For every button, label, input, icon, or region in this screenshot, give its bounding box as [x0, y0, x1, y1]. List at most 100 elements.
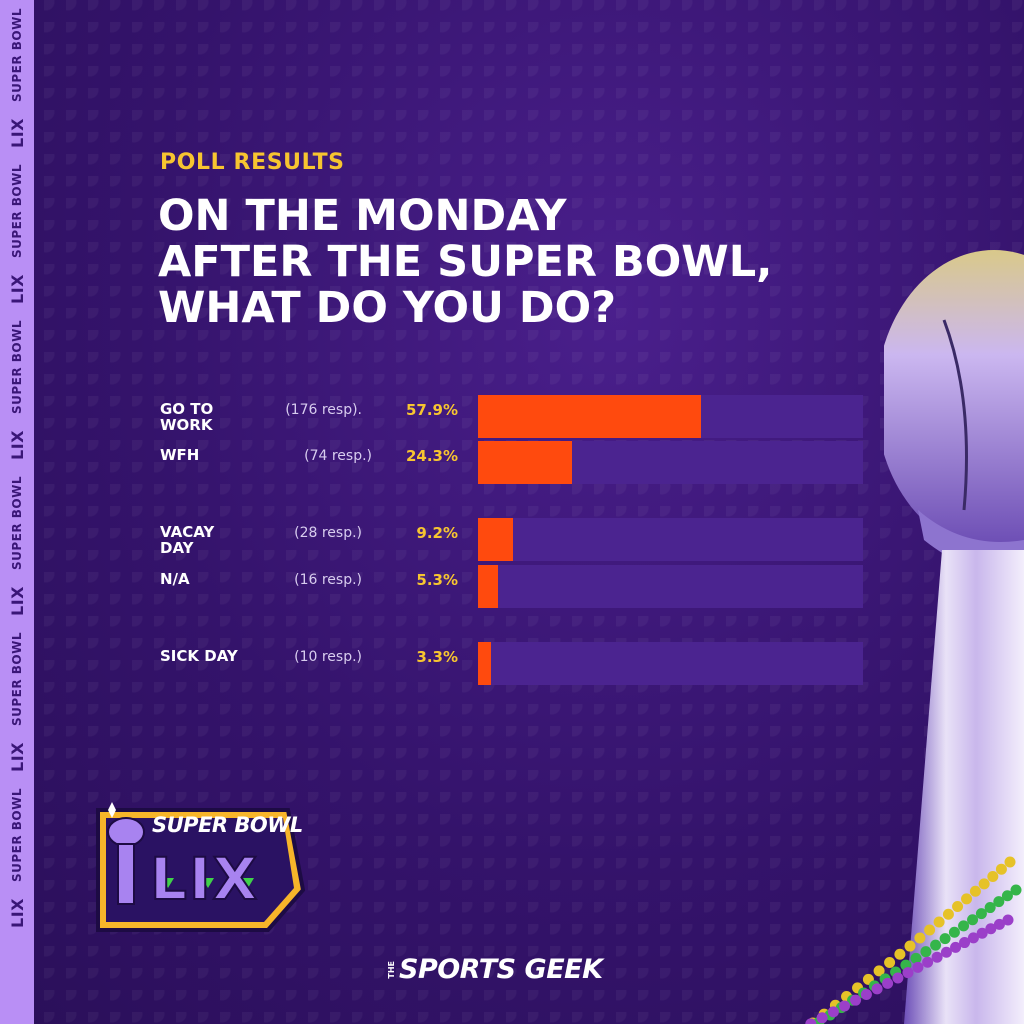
row-label-line: SICK DAY — [160, 647, 238, 665]
bead — [839, 1000, 851, 1012]
bead — [904, 940, 916, 952]
side-strip-word: LIX — [7, 742, 27, 773]
bead — [931, 951, 943, 963]
row-percent-label: 3.3% — [416, 648, 458, 666]
bead — [993, 896, 1005, 908]
bead — [894, 948, 906, 960]
title-line-1: ON THE MONDAY — [158, 191, 567, 241]
side-strip-word: SUPER BOWL — [10, 320, 24, 415]
bar-track — [478, 441, 863, 484]
bead — [922, 956, 934, 968]
bead — [871, 983, 883, 995]
bead — [920, 946, 932, 958]
row-responses: (176 resp). — [285, 402, 362, 418]
bead — [978, 878, 990, 890]
bead — [950, 941, 962, 953]
page-title: ON THE MONDAY AFTER THE SUPER BOWL, WHAT… — [158, 193, 858, 331]
side-strip-word: SUPER BOWL — [10, 632, 24, 727]
bead — [884, 957, 896, 969]
bar-track — [478, 395, 863, 438]
title-line-3: WHAT DO YOU DO? — [158, 283, 617, 333]
row-label-line: N/A — [160, 570, 190, 588]
mardi-gras-beads — [805, 856, 1022, 1024]
bead — [976, 927, 988, 939]
bar-track — [478, 642, 863, 685]
bead — [902, 967, 914, 979]
row-responses: (16 resp.) — [294, 572, 362, 588]
bead — [948, 926, 960, 938]
bead — [958, 920, 970, 932]
bead — [967, 914, 979, 926]
bar-fill — [478, 518, 514, 561]
bead — [892, 972, 904, 984]
bead — [939, 933, 951, 945]
row-label-line: WFH — [160, 446, 200, 464]
super-bowl-lix-logo — [96, 802, 306, 932]
bead — [882, 977, 894, 989]
bar-track — [478, 518, 863, 561]
bead — [873, 965, 885, 977]
row-label: WFH — [160, 447, 250, 463]
bead — [942, 908, 954, 920]
bead — [910, 952, 922, 964]
bead — [952, 900, 964, 912]
row-percent-label: 9.2% — [416, 524, 458, 542]
side-strip-word: SUPER BOWL — [10, 164, 24, 259]
bar-fill — [478, 642, 491, 685]
brand-mark: THE SPORTS GEEK — [387, 954, 603, 985]
bead — [860, 988, 872, 1000]
bead — [995, 863, 1007, 875]
bar-fill — [478, 565, 499, 608]
side-strip: SUPER BOWL LIX SUPER BOWL LIX SUPER BOWL LIX S… — [0, 0, 34, 1024]
row-label: VACAY DAY — [160, 524, 250, 556]
bead — [984, 902, 996, 914]
row-percent-label: 24.3% — [405, 447, 458, 465]
side-strip-word: LIX — [7, 430, 27, 461]
row-label-line: WORK — [160, 416, 213, 434]
bead — [959, 937, 971, 949]
bead — [987, 870, 999, 882]
bead — [940, 946, 952, 958]
bead — [1004, 856, 1016, 868]
row-responses: (10 resp.) — [294, 649, 362, 665]
bead — [924, 924, 936, 936]
side-strip-word: SUPER BOWL — [10, 788, 24, 883]
bead — [1002, 914, 1014, 926]
bead — [930, 939, 942, 951]
bead — [805, 1018, 817, 1024]
bead — [961, 893, 973, 905]
bead — [1010, 884, 1022, 896]
row-label: N/A — [160, 571, 250, 587]
bead — [975, 908, 987, 920]
row-label-line: GO TO — [160, 400, 214, 418]
bead — [912, 961, 924, 973]
row-responses: (28 resp.) — [294, 525, 362, 541]
bead — [969, 885, 981, 897]
side-strip-word: SUPER BOWL — [10, 8, 24, 103]
side-strip-word: LIX — [7, 898, 27, 929]
side-strip-word: LIX — [7, 274, 27, 305]
side-strip-word: LIX — [7, 118, 27, 149]
row-responses: (74 resp.) — [304, 448, 372, 464]
row-percent-label: 57.9% — [405, 401, 458, 419]
bead — [914, 932, 926, 944]
bar-fill — [478, 395, 701, 438]
bead — [993, 918, 1005, 930]
side-strip-word: LIX — [7, 586, 27, 617]
brand-prefix: THE — [387, 960, 396, 979]
row-label: SICK DAY — [160, 648, 250, 664]
bead — [827, 1006, 839, 1018]
bar-track — [478, 565, 863, 608]
row-percent-label: 5.3% — [416, 571, 458, 589]
poll-results-eyebrow: POLL RESULTS — [160, 150, 345, 175]
bead — [933, 916, 945, 928]
bead — [816, 1012, 828, 1024]
bead — [850, 994, 862, 1006]
row-label-line: DAY — [160, 539, 194, 557]
row-label-line: VACAY — [160, 523, 215, 541]
bead — [967, 932, 979, 944]
bead — [1001, 890, 1013, 902]
brand-name: SPORTS GEEK — [399, 954, 603, 985]
side-strip-words: SUPER BOWL LIX SUPER BOWL LIX SUPER BOWL LIX S… — [0, 0, 34, 936]
bead — [985, 923, 997, 935]
